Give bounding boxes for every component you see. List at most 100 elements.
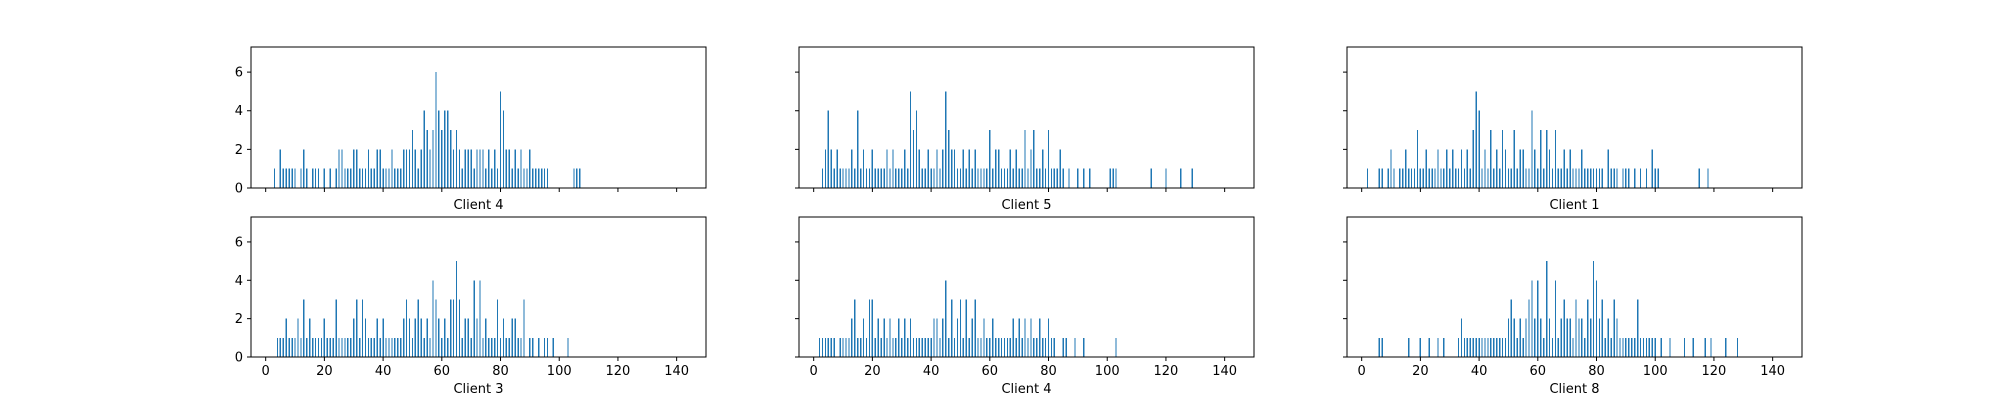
bar bbox=[1042, 149, 1044, 188]
bar bbox=[473, 168, 475, 188]
bar bbox=[423, 337, 425, 357]
bar bbox=[1725, 337, 1727, 357]
bar bbox=[1422, 168, 1424, 188]
bar bbox=[962, 149, 965, 188]
bar bbox=[291, 337, 293, 357]
bar bbox=[335, 299, 337, 357]
y-tick-label: 6 bbox=[235, 235, 243, 250]
bar bbox=[974, 149, 976, 188]
bar bbox=[1469, 168, 1471, 188]
bar bbox=[1012, 168, 1014, 188]
bar bbox=[1704, 337, 1706, 357]
bar bbox=[1484, 337, 1486, 357]
bar bbox=[942, 318, 944, 357]
bar bbox=[358, 337, 361, 357]
bar bbox=[1428, 337, 1430, 357]
bar bbox=[391, 337, 393, 357]
bar bbox=[862, 318, 865, 357]
x-tick-label: 80 bbox=[492, 364, 509, 379]
x-axis-label: Client 1 bbox=[1549, 198, 1599, 213]
bar bbox=[403, 318, 405, 357]
bar bbox=[1366, 168, 1369, 188]
bar bbox=[986, 337, 988, 357]
bar bbox=[821, 168, 824, 188]
bar bbox=[1613, 168, 1615, 188]
bar bbox=[1378, 168, 1380, 188]
bar bbox=[382, 318, 384, 357]
bar bbox=[986, 168, 988, 188]
bar bbox=[889, 318, 891, 357]
bar bbox=[1449, 168, 1451, 188]
bar bbox=[1463, 168, 1466, 188]
bar bbox=[827, 337, 829, 357]
bar bbox=[1572, 168, 1574, 188]
bar bbox=[860, 168, 862, 188]
bar bbox=[1496, 337, 1498, 357]
bar bbox=[420, 149, 422, 188]
bar bbox=[1645, 168, 1648, 188]
bar bbox=[447, 110, 449, 188]
bar bbox=[306, 168, 308, 188]
bar bbox=[1657, 168, 1659, 188]
bar bbox=[1443, 337, 1445, 357]
bar bbox=[1015, 149, 1017, 188]
bar bbox=[414, 318, 417, 357]
bar bbox=[417, 299, 419, 357]
bar bbox=[1531, 280, 1533, 357]
bar bbox=[892, 337, 894, 357]
bar bbox=[1634, 337, 1636, 357]
bar bbox=[1039, 168, 1041, 188]
x-tick-label: 140 bbox=[1212, 364, 1237, 379]
bar bbox=[1042, 337, 1044, 357]
bar bbox=[435, 72, 437, 188]
bar bbox=[1009, 337, 1011, 357]
bar bbox=[1460, 149, 1463, 188]
bar bbox=[538, 168, 540, 188]
bar bbox=[1578, 168, 1580, 188]
bar bbox=[1566, 168, 1568, 188]
bar bbox=[1410, 168, 1413, 188]
bar bbox=[502, 110, 505, 188]
bar bbox=[1408, 168, 1410, 188]
bar bbox=[1622, 337, 1624, 357]
bar bbox=[449, 299, 452, 357]
bar bbox=[936, 149, 938, 188]
bar bbox=[959, 299, 962, 357]
bar bbox=[930, 168, 932, 188]
bar bbox=[476, 149, 478, 188]
bar bbox=[361, 168, 364, 188]
bar bbox=[496, 168, 499, 188]
bar bbox=[350, 337, 352, 357]
bar bbox=[842, 337, 844, 357]
bar bbox=[491, 337, 493, 357]
bar bbox=[1000, 337, 1003, 357]
x-tick-label: 100 bbox=[1095, 364, 1120, 379]
bar bbox=[303, 149, 305, 188]
plot-frame bbox=[250, 216, 707, 358]
bar bbox=[904, 318, 906, 357]
bar bbox=[830, 337, 832, 357]
bar bbox=[965, 299, 967, 357]
bar bbox=[1631, 337, 1633, 357]
bar bbox=[898, 168, 900, 188]
bar bbox=[1610, 168, 1612, 188]
bar bbox=[323, 318, 326, 357]
bar bbox=[874, 168, 876, 188]
bar bbox=[1437, 337, 1439, 357]
bar bbox=[1581, 318, 1583, 357]
bar bbox=[1548, 318, 1551, 357]
bar bbox=[995, 149, 997, 188]
bar bbox=[1047, 318, 1050, 357]
bar bbox=[1487, 168, 1489, 188]
bar bbox=[341, 337, 343, 357]
bar bbox=[851, 318, 853, 357]
bar bbox=[532, 337, 534, 357]
bar bbox=[1408, 337, 1410, 357]
bar bbox=[927, 149, 929, 188]
bar bbox=[1572, 337, 1574, 357]
bar bbox=[945, 280, 947, 357]
bar bbox=[411, 337, 414, 357]
bar bbox=[358, 168, 361, 188]
bar bbox=[974, 299, 976, 357]
